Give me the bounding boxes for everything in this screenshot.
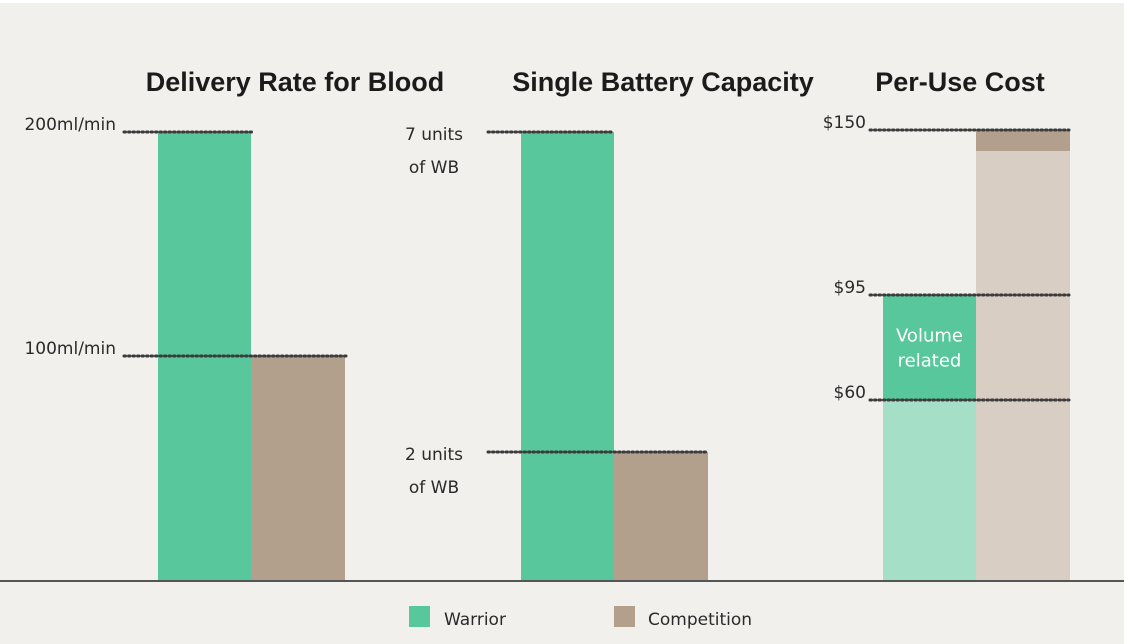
tick-label: 2 units [405,445,463,465]
legend-swatch-competition [614,606,635,627]
tick-label: 100ml/min [24,339,116,359]
tick-label: $150 [823,113,866,133]
legend-label-warrior: Warrior [444,610,506,630]
bar-competition [251,356,345,580]
bar-segment-competition [976,151,1070,580]
bar-segment-label: related [898,351,962,372]
tick-label: $95 [834,278,866,298]
bar-segment-warrior [883,295,976,400]
bar-segment-competition [976,130,1070,151]
chart-title: Single Battery Capacity [512,67,814,97]
tick-label: of WB [409,478,459,498]
top-border [0,0,1124,3]
legend-swatch-warrior [409,606,430,627]
tick-label: 7 units [405,125,463,145]
bar-segment-warrior [883,400,976,580]
chart-title: Delivery Rate for Blood [146,67,445,97]
tick-label: $60 [834,383,866,403]
bar-segment-label: Volume [896,326,963,347]
bar-warrior [521,132,614,580]
legend-label-competition: Competition [648,610,752,630]
tick-label: 200ml/min [24,115,116,135]
tick-label: of WB [409,158,459,178]
bar-competition [614,452,708,580]
chart-title: Per-Use Cost [875,67,1045,97]
